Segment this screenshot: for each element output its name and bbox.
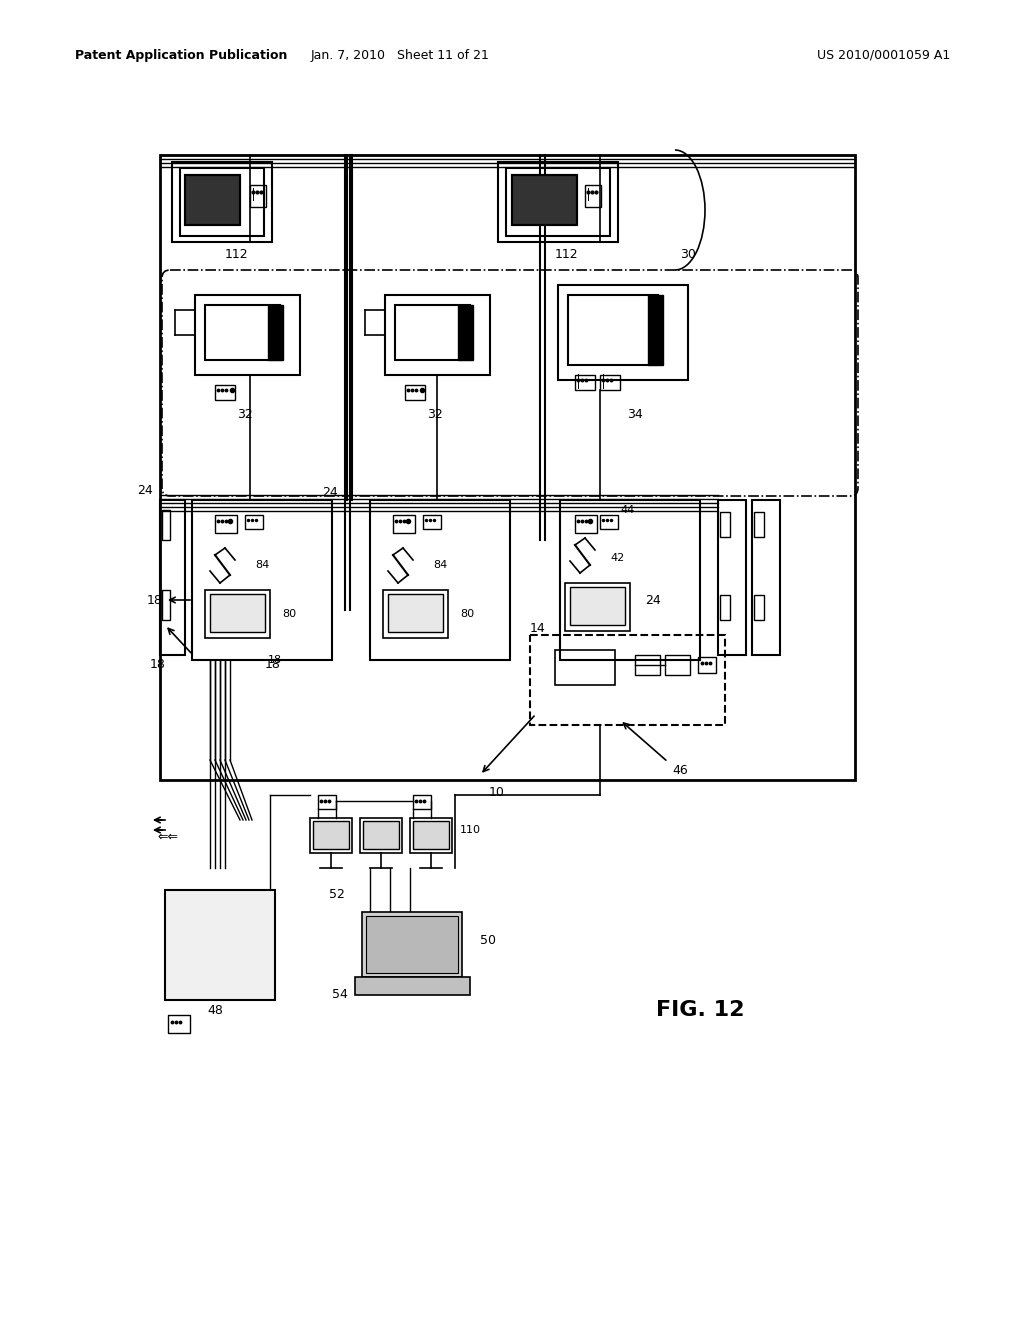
Text: 80: 80 — [460, 609, 474, 619]
Text: 18: 18 — [265, 659, 281, 672]
Bar — [720, 595, 730, 620]
Bar — [600, 515, 618, 529]
Bar — [718, 500, 746, 655]
Text: 24: 24 — [137, 483, 153, 496]
Bar — [366, 916, 458, 973]
Bar — [370, 500, 510, 660]
Bar — [413, 795, 431, 809]
Bar — [180, 168, 264, 236]
Bar — [268, 305, 283, 360]
Bar — [388, 594, 443, 632]
Text: Jan. 7, 2010   Sheet 11 of 21: Jan. 7, 2010 Sheet 11 of 21 — [310, 49, 489, 62]
Text: 48: 48 — [207, 1003, 223, 1016]
Text: 84: 84 — [433, 560, 447, 570]
Bar — [600, 375, 620, 389]
Bar — [210, 594, 265, 632]
Bar — [160, 154, 855, 780]
Bar — [570, 587, 625, 624]
Bar — [410, 818, 452, 853]
Text: 50: 50 — [480, 933, 496, 946]
Text: 18: 18 — [151, 659, 166, 672]
Bar — [423, 515, 441, 529]
Bar — [406, 385, 425, 400]
Text: 84: 84 — [255, 560, 269, 570]
Bar — [250, 185, 266, 207]
Text: 18: 18 — [268, 655, 282, 665]
Bar — [193, 500, 332, 660]
Bar — [313, 821, 349, 849]
Bar — [318, 795, 336, 809]
Bar — [162, 590, 170, 620]
Bar — [752, 500, 780, 655]
Bar — [665, 655, 690, 675]
Text: 32: 32 — [427, 408, 442, 421]
Bar — [560, 500, 700, 660]
Bar — [162, 510, 170, 540]
Bar — [215, 385, 234, 400]
Bar — [185, 176, 240, 224]
Text: FIG. 12: FIG. 12 — [655, 1001, 744, 1020]
Bar — [395, 305, 470, 360]
Text: 46: 46 — [672, 763, 688, 776]
Bar — [360, 818, 402, 853]
Bar — [458, 305, 473, 360]
Bar — [355, 977, 470, 995]
Text: 80: 80 — [282, 609, 296, 619]
Bar — [575, 515, 597, 533]
Bar — [205, 590, 270, 638]
Bar — [383, 590, 449, 638]
Bar — [635, 655, 660, 675]
Text: 34: 34 — [627, 408, 643, 421]
Text: 14: 14 — [530, 622, 546, 635]
Bar — [165, 890, 275, 1001]
Bar — [558, 285, 688, 380]
Bar — [362, 821, 399, 849]
Text: 30: 30 — [680, 248, 696, 261]
Text: 32: 32 — [238, 408, 253, 421]
Bar — [160, 500, 185, 655]
Bar — [512, 176, 577, 224]
Text: 42: 42 — [610, 553, 625, 564]
Bar — [168, 1015, 190, 1034]
Bar — [172, 162, 272, 242]
Text: US 2010/0001059 A1: US 2010/0001059 A1 — [817, 49, 950, 62]
Bar — [575, 375, 595, 389]
Bar — [498, 162, 618, 242]
Bar — [698, 657, 716, 673]
Bar — [565, 583, 630, 631]
Bar — [245, 515, 263, 529]
Text: 112: 112 — [555, 248, 579, 261]
Bar — [754, 512, 764, 537]
Text: 112: 112 — [225, 248, 249, 261]
Bar — [215, 515, 237, 533]
Bar — [393, 515, 415, 533]
Bar — [362, 912, 462, 977]
Bar — [185, 176, 240, 224]
Bar — [754, 595, 764, 620]
Bar — [506, 168, 610, 236]
Text: 10: 10 — [489, 787, 505, 800]
Text: 52: 52 — [329, 888, 345, 902]
Bar — [568, 294, 658, 366]
Text: 44: 44 — [620, 506, 634, 515]
Text: 18: 18 — [147, 594, 163, 606]
Bar — [648, 330, 663, 366]
Bar — [512, 176, 577, 224]
Text: 24: 24 — [323, 486, 338, 499]
Bar — [648, 294, 663, 330]
Bar — [205, 305, 280, 360]
Text: Patent Application Publication: Patent Application Publication — [75, 49, 288, 62]
Text: 54: 54 — [332, 989, 348, 1002]
Bar — [720, 512, 730, 537]
Bar — [555, 649, 615, 685]
Bar — [195, 294, 300, 375]
Bar — [413, 821, 449, 849]
Bar — [385, 294, 490, 375]
Text: ⇐⇐: ⇐⇐ — [158, 830, 178, 843]
Text: 24: 24 — [645, 594, 660, 606]
Text: 110: 110 — [460, 825, 481, 836]
Bar — [310, 818, 352, 853]
Bar — [530, 635, 725, 725]
Bar — [585, 185, 601, 207]
